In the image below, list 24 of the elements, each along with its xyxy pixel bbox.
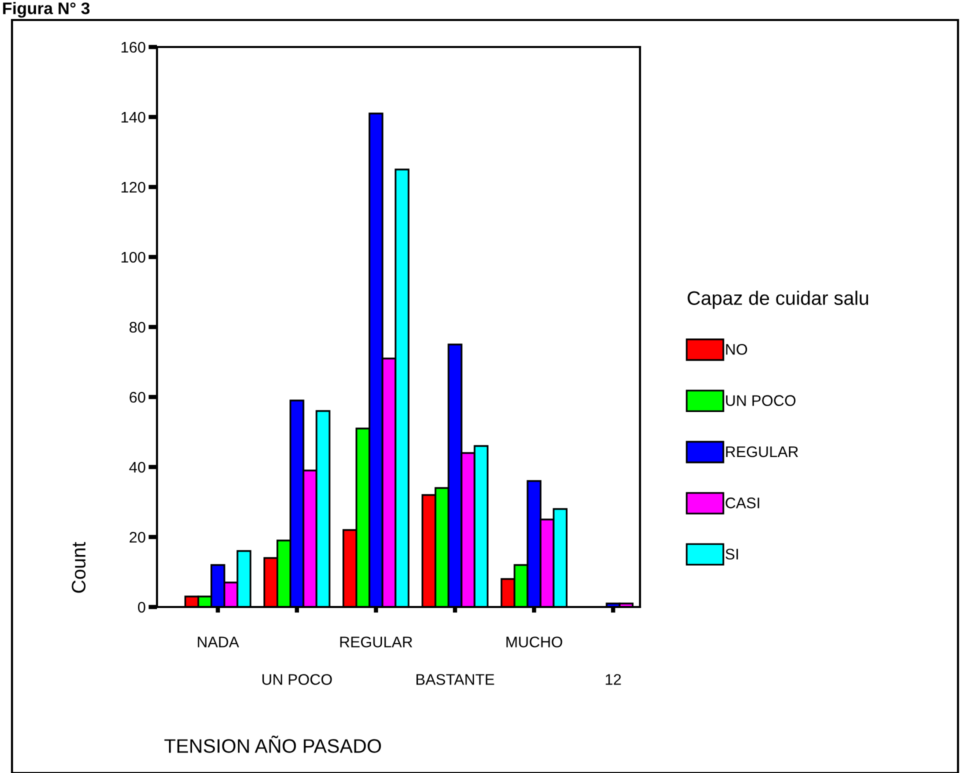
y-tick-label: 140 xyxy=(122,112,146,123)
x-tick-label: UN POCO xyxy=(262,674,332,685)
x-axis-title: TENSION AÑO PASADO xyxy=(164,736,381,753)
y-tick-label: 80 xyxy=(130,322,146,333)
y-tick-label: 160 xyxy=(122,42,146,53)
legend-title: Capaz de cuidar salu xyxy=(688,290,868,309)
y-tick-label: 0 xyxy=(138,602,146,613)
legend-label: NO xyxy=(726,344,748,355)
y-tick-label: 20 xyxy=(130,532,146,543)
x-tick-label: NADA xyxy=(198,636,240,648)
y-tick-label: 40 xyxy=(129,462,146,473)
y-tick-label: 60 xyxy=(130,392,146,403)
x-tick-label: BASTANTE xyxy=(416,674,494,685)
legend-label: SI xyxy=(726,548,738,560)
y-axis-title: Count xyxy=(72,542,86,593)
legend-label: UN POCO xyxy=(726,395,796,406)
x-tick-label: MUCHO xyxy=(506,636,562,648)
chart-title: Figura N° 3 xyxy=(3,2,90,18)
x-tick-label: REGULAR xyxy=(340,636,412,648)
y-tick-label: 100 xyxy=(122,252,146,263)
legend-label: CASI xyxy=(726,498,760,508)
y-tick-label: 120 xyxy=(122,182,146,193)
x-tick-label: 12 xyxy=(606,674,621,685)
legend-label: REGULAR xyxy=(726,446,798,458)
